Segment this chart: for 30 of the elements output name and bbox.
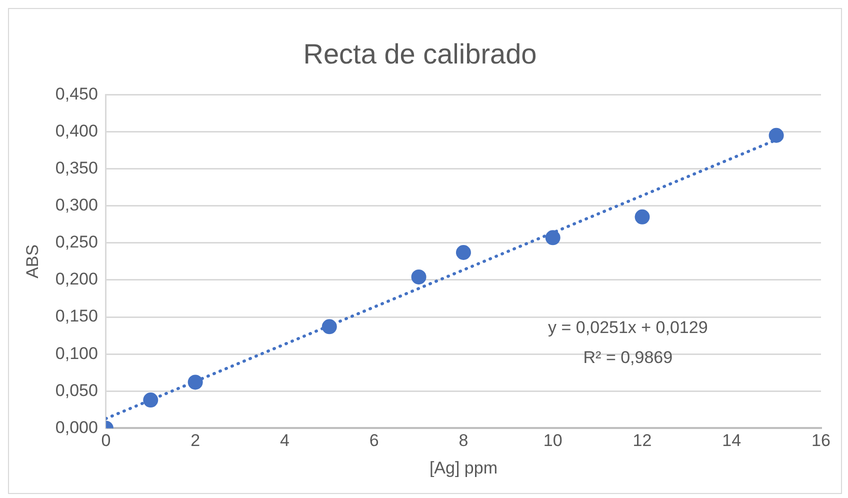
point — [634, 209, 650, 224]
y-tick-label: 0,450 — [55, 84, 98, 104]
point — [456, 245, 471, 260]
x-tick-label: 6 — [369, 431, 379, 450]
annotation: R² = 0,9869 — [583, 348, 673, 367]
chart-title: Recta de calibrado — [303, 38, 537, 70]
x-tick-label: 2 — [190, 431, 200, 450]
y-tick-label: 0,000 — [55, 418, 98, 437]
x-tick-label: 14 — [722, 431, 742, 450]
y-tick-label: 0,050 — [55, 380, 98, 400]
annotation: y = 0,0251x + 0,0129 — [548, 318, 708, 337]
x-tick-label: 10 — [543, 431, 562, 450]
x-tick-label: 16 — [812, 431, 830, 450]
y-tick-label: 0,400 — [55, 121, 98, 140]
y-tick-label: 0,250 — [55, 232, 98, 252]
point — [545, 230, 560, 246]
y-tick-label: 0,300 — [55, 195, 98, 214]
point — [411, 269, 426, 284]
x-tick-label: 0 — [101, 431, 111, 450]
x-tick-label: 12 — [632, 431, 652, 450]
x-tick-label: 8 — [458, 431, 468, 450]
y-tick-label: 0,150 — [55, 306, 98, 326]
y-tick-label: 0,200 — [55, 270, 98, 289]
x-tick-label: 4 — [280, 431, 290, 450]
x-axis-title: [Ag] ppm — [429, 458, 498, 478]
point — [768, 128, 784, 143]
y-axis-title: ABS — [22, 244, 42, 278]
y-tick-label: 0,350 — [55, 158, 98, 178]
point — [143, 392, 158, 408]
y-tick-label: 0,100 — [55, 344, 98, 363]
